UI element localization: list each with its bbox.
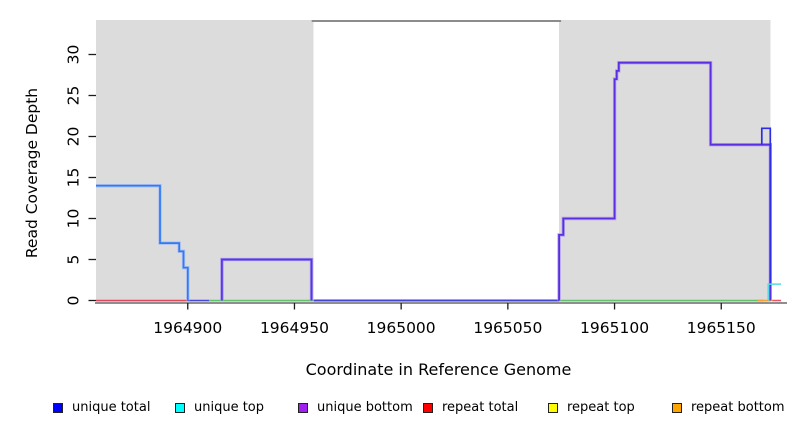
legend-item-unique-top: unique top: [175, 398, 264, 418]
legend-label: unique top: [194, 400, 265, 415]
unique-top-swatch-icon: [175, 403, 185, 413]
y-tick-label: 0: [65, 296, 83, 306]
legend-label: unique bottom: [317, 400, 413, 415]
legend-item-repeat-total: repeat total: [423, 398, 518, 418]
y-tick-label: 10: [65, 209, 83, 229]
unique-total-left: [96, 184, 189, 301]
legend-item-unique-total: unique total: [53, 398, 150, 418]
x-tick-label: 1964900: [153, 319, 222, 337]
legend-label: unique total: [72, 400, 151, 415]
x-axis-title: Coordinate in Reference Genome: [305, 360, 572, 379]
y-tick-label: 5: [65, 255, 83, 265]
coverage-plot-canvas: 1964900 1964950 1965000 1965050 1965100 19651…: [65, 20, 787, 337]
x-tick-label: 1965150: [687, 319, 756, 337]
unique-total-right-spike: [760, 127, 772, 285]
repeat-total-swatch-icon: [423, 403, 433, 413]
repeat-bottom-swatch-icon: [672, 403, 682, 413]
legend-label: repeat bottom: [691, 400, 785, 415]
covered-region-left: [96, 20, 314, 302]
unique-bottom-swatch-icon: [298, 403, 308, 413]
x-tick-label: 1965100: [580, 319, 649, 337]
unique-bottom-left-box: [221, 258, 313, 301]
legend-label: repeat top: [567, 400, 635, 415]
legend-item-repeat-bottom: repeat bottom: [672, 398, 785, 418]
unique-bottom-right: [558, 61, 772, 301]
legend-item-unique-bottom: unique bottom: [298, 398, 413, 418]
y-tick-label: 25: [65, 86, 83, 106]
legend-item-repeat-top: repeat top: [548, 398, 635, 418]
y-tick-label: 15: [65, 168, 83, 188]
covered-region-right: [559, 20, 771, 302]
x-tick-label: 1964950: [260, 319, 329, 337]
y-axis-title: Read Coverage Depth: [23, 87, 41, 259]
unique-top-right: [767, 283, 781, 301]
y-tick-label: 20: [65, 127, 83, 147]
x-tick-label: 1965050: [473, 319, 542, 337]
repeat-top-swatch-icon: [548, 403, 558, 413]
unique-total-swatch-icon: [53, 403, 63, 413]
legend: unique total unique top unique bottom re…: [0, 398, 792, 420]
x-tick-label: 1965000: [367, 319, 436, 337]
y-tick-label: 30: [65, 45, 83, 65]
legend-label: repeat total: [442, 400, 519, 415]
